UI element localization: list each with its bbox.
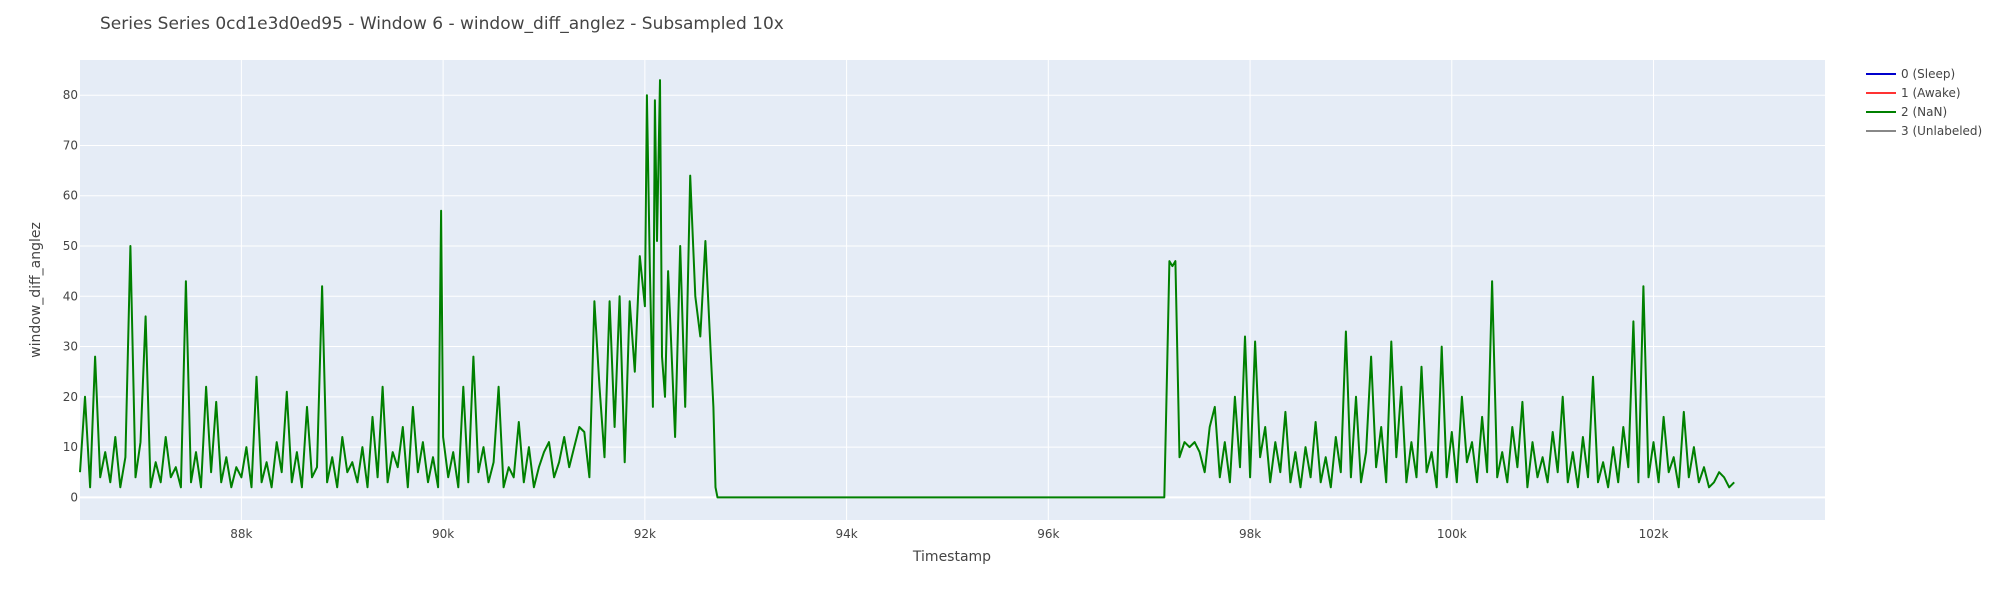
y-tick-label: 50: [63, 239, 78, 253]
x-tick-label: 100k: [1437, 527, 1467, 541]
legend: 0 (Sleep) 1 (Awake) 2 (NaN) 3 (Unlabeled): [1866, 67, 1982, 138]
y-tick-label: 60: [63, 189, 78, 203]
y-tick-label: 80: [63, 88, 78, 102]
y-tick-label: 10: [63, 440, 78, 454]
x-tick-label: 98k: [1239, 527, 1261, 541]
legend-label: 1 (Awake): [1901, 86, 1961, 100]
legend-label: 0 (Sleep): [1901, 67, 1955, 81]
x-tick-label: 94k: [835, 527, 857, 541]
x-tick-label: 92k: [634, 527, 656, 541]
x-tick-label: 102k: [1639, 527, 1669, 541]
y-axis-title: window_diff_anglez: [28, 222, 44, 358]
y-tick-label: 0: [70, 490, 78, 504]
y-tick-label: 30: [63, 340, 78, 354]
y-tick-label: 20: [63, 390, 78, 404]
x-axis-title: Timestamp: [912, 549, 991, 565]
legend-label: 3 (Unlabeled): [1901, 124, 1982, 138]
x-tick-label: 88k: [230, 527, 252, 541]
series-line: [79, 79, 1735, 499]
x-tick-label: 96k: [1037, 527, 1059, 541]
y-tick-label: 70: [63, 138, 78, 152]
series-layer: [79, 79, 1735, 499]
y-tick-label: 40: [63, 289, 78, 303]
y-axis: 0 10 20 30 40 50 60 70 80: [63, 88, 78, 504]
x-tick-label: 90k: [432, 527, 454, 541]
chart-title: Series Series 0cd1e3d0ed95 - Window 6 - …: [100, 14, 784, 34]
x-axis: 88k 90k 92k 94k 96k 98k 100k 102k: [230, 527, 1668, 541]
legend-label: 2 (NaN): [1901, 105, 1947, 119]
